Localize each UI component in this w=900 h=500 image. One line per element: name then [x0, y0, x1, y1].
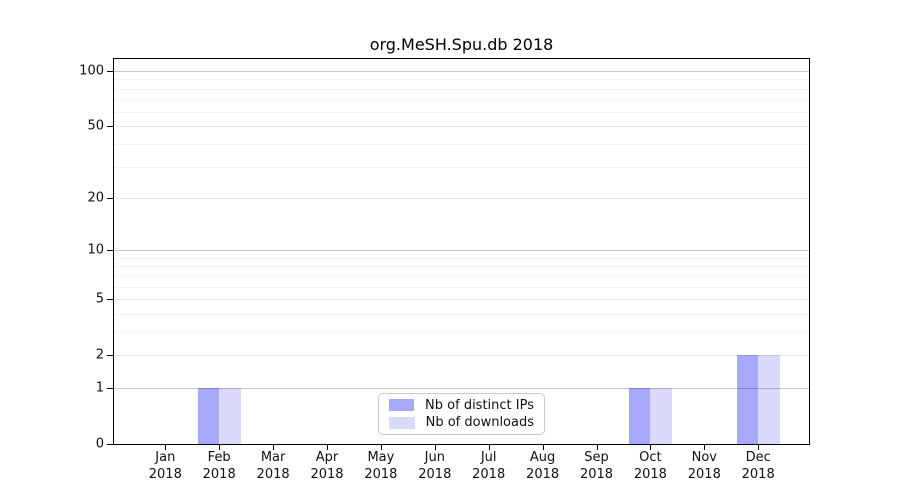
x-tick-jul [488, 445, 490, 450]
legend: Nb of distinct IPs Nb of downloads [378, 393, 545, 435]
x-tick-label-nov: Nov 2018 [687, 450, 721, 482]
gridline-major-20 [114, 197, 809, 199]
gridline-minor-6 [114, 286, 809, 288]
x-tick-aug [542, 445, 544, 450]
bar-downloads-feb [219, 387, 241, 444]
gridline-major-5 [114, 299, 809, 301]
gridline-minor-60 [114, 111, 809, 113]
plot-area [113, 58, 810, 445]
y-tick-1 [107, 388, 113, 389]
x-tick-nov [704, 445, 706, 450]
y-tick-5 [107, 299, 113, 301]
gridline-minor-4 [114, 313, 809, 315]
gridline-minor-3 [114, 332, 809, 333]
x-tick-apr [327, 445, 328, 450]
gridline-decade-100 [114, 71, 809, 72]
x-tick-label-mar: Mar 2018 [256, 450, 290, 482]
chart-title: org.MeSH.Spu.db 2018 [369, 35, 554, 54]
x-tick-label-oct: Oct 2018 [633, 450, 667, 482]
legend-item-downloads: Nb of downloads [389, 414, 534, 431]
x-tick-jan [165, 445, 167, 450]
gridline-minor-70 [114, 99, 809, 101]
y-tick-label-50: 50 [87, 118, 104, 134]
gridline-major-2 [114, 355, 809, 357]
y-tick-label-5: 5 [95, 291, 104, 307]
gridline-minor-80 [114, 88, 809, 90]
y-tick-10 [107, 250, 113, 252]
x-tick-feb [219, 445, 221, 450]
legend-label-distinct-ips: Nb of distinct IPs [425, 397, 534, 413]
x-tick-label-feb: Feb 2018 [202, 450, 236, 482]
bar-distinct-ips-feb [197, 387, 220, 444]
bar-distinct-ips-dec [736, 355, 759, 444]
gridline-minor-40 [114, 143, 809, 145]
x-tick-label-jan: Jan 2018 [148, 450, 182, 482]
x-tick-label-dec: Dec 2018 [741, 450, 775, 482]
x-tick-jun [434, 445, 436, 450]
y-tick-label-0: 0 [95, 436, 104, 452]
gridline-minor-90 [114, 79, 809, 81]
legend-item-distinct-ips: Nb of distinct IPs [389, 397, 534, 414]
gridline-minor-8 [114, 266, 809, 268]
x-tick-label-aug: Aug 2018 [526, 450, 560, 482]
y-tick-label-20: 20 [87, 190, 104, 206]
x-tick-label-may: May 2018 [364, 450, 398, 482]
y-tick-label-10: 10 [87, 242, 104, 258]
legend-swatch-distinct-ips [389, 399, 415, 412]
y-tick-label-1: 1 [95, 380, 104, 396]
bar-downloads-oct [650, 387, 672, 444]
x-tick-label-sep: Sep 2018 [579, 450, 614, 482]
gridline-decade-10 [114, 250, 809, 252]
y-tick-20 [107, 197, 113, 199]
legend-label-downloads: Nb of downloads [425, 415, 534, 431]
gridline-minor-9 [114, 257, 809, 259]
x-tick-may [380, 445, 382, 450]
x-tick-label-jun: Jun 2018 [418, 450, 452, 482]
x-tick-oct [650, 445, 652, 450]
bar-distinct-ips-oct [628, 387, 651, 444]
y-tick-label-2: 2 [95, 347, 104, 363]
x-tick-label-apr: Apr 2018 [310, 450, 344, 482]
x-tick-label-jul: Jul 2018 [472, 450, 506, 482]
gridline-decade-1 [114, 388, 809, 389]
x-tick-dec [758, 445, 760, 450]
y-tick-50 [107, 126, 113, 128]
x-tick-mar [273, 445, 275, 450]
y-tick-label-100: 100 [79, 63, 104, 79]
gridline-major-50 [114, 126, 809, 128]
x-tick-sep [596, 445, 598, 450]
gridline-minor-7 [114, 275, 809, 277]
y-tick-0 [107, 444, 113, 445]
y-tick-2 [107, 355, 113, 357]
legend-swatch-downloads [389, 416, 415, 429]
y-tick-100 [107, 71, 113, 72]
gridline-minor-30 [114, 166, 809, 168]
bar-downloads-dec [758, 355, 780, 444]
